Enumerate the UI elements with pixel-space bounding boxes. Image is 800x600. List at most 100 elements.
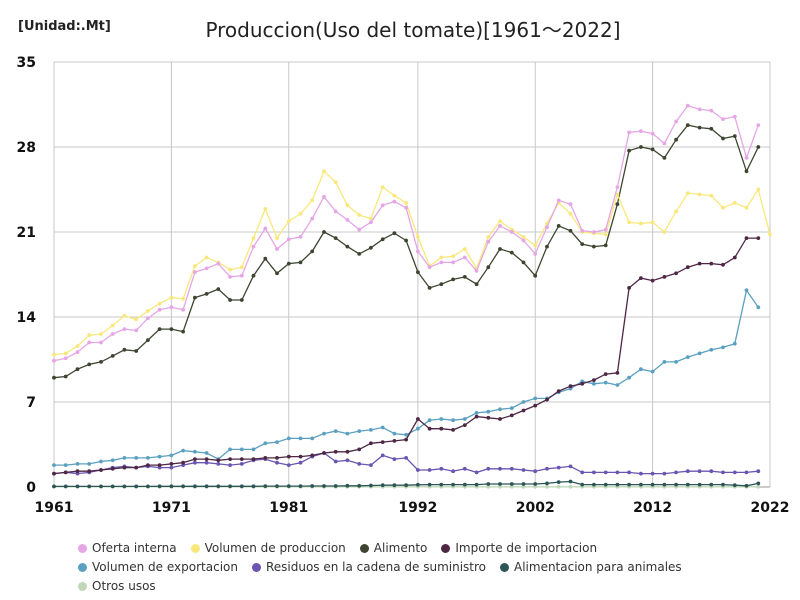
data-point: [697, 351, 702, 356]
data-point: [380, 440, 385, 444]
data-point: [169, 305, 174, 310]
series-line: [53, 170, 771, 356]
data-point: [639, 482, 643, 487]
data-point: [193, 270, 197, 274]
data-point: [392, 199, 397, 204]
data-point: [216, 261, 221, 266]
data-point: [556, 224, 561, 228]
data-point: [275, 440, 279, 444]
data-point: [134, 465, 139, 470]
data-point: [498, 417, 502, 421]
data-point: [580, 381, 585, 386]
data-point: [99, 360, 103, 364]
data-point: [662, 482, 667, 487]
data-point: [333, 180, 338, 185]
data-point: [275, 484, 279, 488]
data-point: [333, 484, 338, 488]
data-point: [146, 309, 150, 313]
data-point: [615, 202, 620, 207]
data-point: [592, 381, 596, 386]
data-point: [545, 466, 549, 471]
data-point: [298, 436, 303, 441]
data-point: [627, 130, 631, 135]
data-point: [345, 244, 350, 249]
data-point: [580, 242, 585, 247]
data-point: [322, 230, 326, 234]
data-point: [416, 235, 420, 239]
data-point: [169, 462, 174, 466]
data-point: [639, 221, 643, 226]
data-point: [451, 418, 455, 423]
data-point: [521, 238, 526, 243]
data-point: [63, 351, 68, 356]
data-point: [685, 355, 690, 359]
data-point: [251, 484, 256, 489]
data-point: [674, 360, 678, 364]
data-point: [439, 466, 444, 471]
data-point: [204, 292, 209, 296]
data-point: [369, 428, 373, 432]
data-point: [486, 482, 491, 486]
data-point: [439, 426, 444, 431]
data-point: [439, 417, 444, 421]
data-point: [709, 261, 714, 266]
data-point: [275, 456, 279, 460]
data-point: [52, 463, 56, 467]
data-point: [404, 483, 408, 488]
data-point: [498, 466, 502, 471]
data-point: [216, 287, 221, 291]
data-point: [251, 244, 256, 249]
data-point: [627, 148, 631, 153]
data-point: [380, 203, 385, 208]
data-point: [416, 270, 420, 274]
data-point: [556, 465, 561, 470]
data-point: [239, 298, 244, 302]
data-point: [298, 260, 303, 265]
data-point: [521, 482, 526, 486]
data-point: [509, 466, 514, 471]
data-point: [286, 261, 291, 266]
data-point: [404, 201, 408, 205]
data-point: [603, 232, 608, 237]
data-point: [416, 249, 420, 254]
data-point: [310, 484, 315, 488]
data-point: [404, 456, 408, 460]
data-point: [451, 469, 455, 474]
data-point: [486, 265, 491, 270]
data-point: [392, 483, 397, 488]
data-point: [674, 271, 678, 276]
data-point: [298, 484, 303, 488]
data-point: [75, 344, 80, 348]
data-point: [52, 358, 56, 363]
data-point: [345, 431, 350, 436]
data-point: [462, 247, 467, 251]
data-point: [193, 457, 197, 461]
data-point: [545, 244, 549, 249]
data-point: [380, 483, 385, 488]
data-point: [392, 431, 397, 436]
data-point: [286, 237, 291, 242]
data-point: [545, 484, 549, 489]
data-point: [345, 483, 350, 488]
legend-swatch: [500, 562, 509, 572]
data-point: [427, 482, 432, 487]
data-point: [87, 362, 92, 367]
data-point: [216, 484, 221, 489]
data-point: [146, 338, 150, 342]
data-point: [380, 453, 385, 458]
data-point: [204, 484, 209, 489]
data-point: [110, 458, 115, 463]
data-point: [556, 484, 561, 489]
data-point: [615, 383, 620, 387]
data-point: [310, 198, 315, 203]
data-point: [87, 333, 92, 338]
data-point: [52, 352, 56, 357]
data-point: [87, 484, 92, 489]
data-point: [322, 451, 326, 455]
data-point: [756, 187, 761, 192]
data-point: [181, 307, 186, 312]
data-point: [169, 295, 174, 300]
data-point: [639, 129, 643, 134]
data-point: [521, 260, 526, 265]
data-point: [545, 397, 549, 402]
